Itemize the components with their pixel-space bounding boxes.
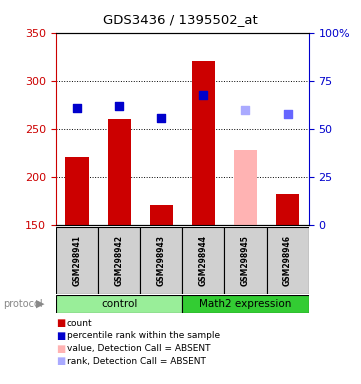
Text: GSM298942: GSM298942 bbox=[115, 235, 123, 286]
Bar bbox=[234, 150, 257, 225]
Bar bbox=[65, 157, 88, 225]
Bar bbox=[266, 227, 309, 294]
Text: GSM298943: GSM298943 bbox=[157, 235, 166, 286]
Text: ▶: ▶ bbox=[36, 299, 45, 309]
Text: GSM298944: GSM298944 bbox=[199, 235, 208, 286]
Text: ■: ■ bbox=[56, 356, 65, 366]
Text: ■: ■ bbox=[56, 318, 65, 328]
Bar bbox=[140, 227, 182, 294]
Bar bbox=[225, 227, 266, 294]
Text: percentile rank within the sample: percentile rank within the sample bbox=[67, 331, 220, 341]
Point bbox=[158, 115, 164, 121]
Bar bbox=[98, 227, 140, 294]
Text: GSM298941: GSM298941 bbox=[73, 235, 82, 286]
Bar bbox=[182, 227, 225, 294]
Bar bbox=[108, 119, 131, 225]
Text: control: control bbox=[101, 299, 137, 309]
Text: count: count bbox=[67, 319, 92, 328]
Point bbox=[285, 111, 291, 118]
Bar bbox=[150, 205, 173, 225]
Bar bbox=[192, 61, 215, 225]
Bar bbox=[56, 227, 98, 294]
Bar bbox=[276, 194, 299, 225]
Point bbox=[243, 108, 248, 114]
Text: value, Detection Call = ABSENT: value, Detection Call = ABSENT bbox=[67, 344, 210, 353]
Text: GDS3436 / 1395502_at: GDS3436 / 1395502_at bbox=[103, 13, 258, 26]
Text: GSM298946: GSM298946 bbox=[283, 235, 292, 286]
Text: rank, Detection Call = ABSENT: rank, Detection Call = ABSENT bbox=[67, 357, 206, 366]
Text: GSM298945: GSM298945 bbox=[241, 235, 250, 286]
Text: ■: ■ bbox=[56, 344, 65, 354]
Bar bbox=[56, 295, 182, 313]
Text: protocol: protocol bbox=[4, 299, 43, 309]
Bar bbox=[182, 295, 309, 313]
Text: Math2 expression: Math2 expression bbox=[199, 299, 292, 309]
Point bbox=[74, 104, 80, 111]
Point bbox=[116, 103, 122, 109]
Point bbox=[200, 92, 206, 98]
Text: ■: ■ bbox=[56, 331, 65, 341]
